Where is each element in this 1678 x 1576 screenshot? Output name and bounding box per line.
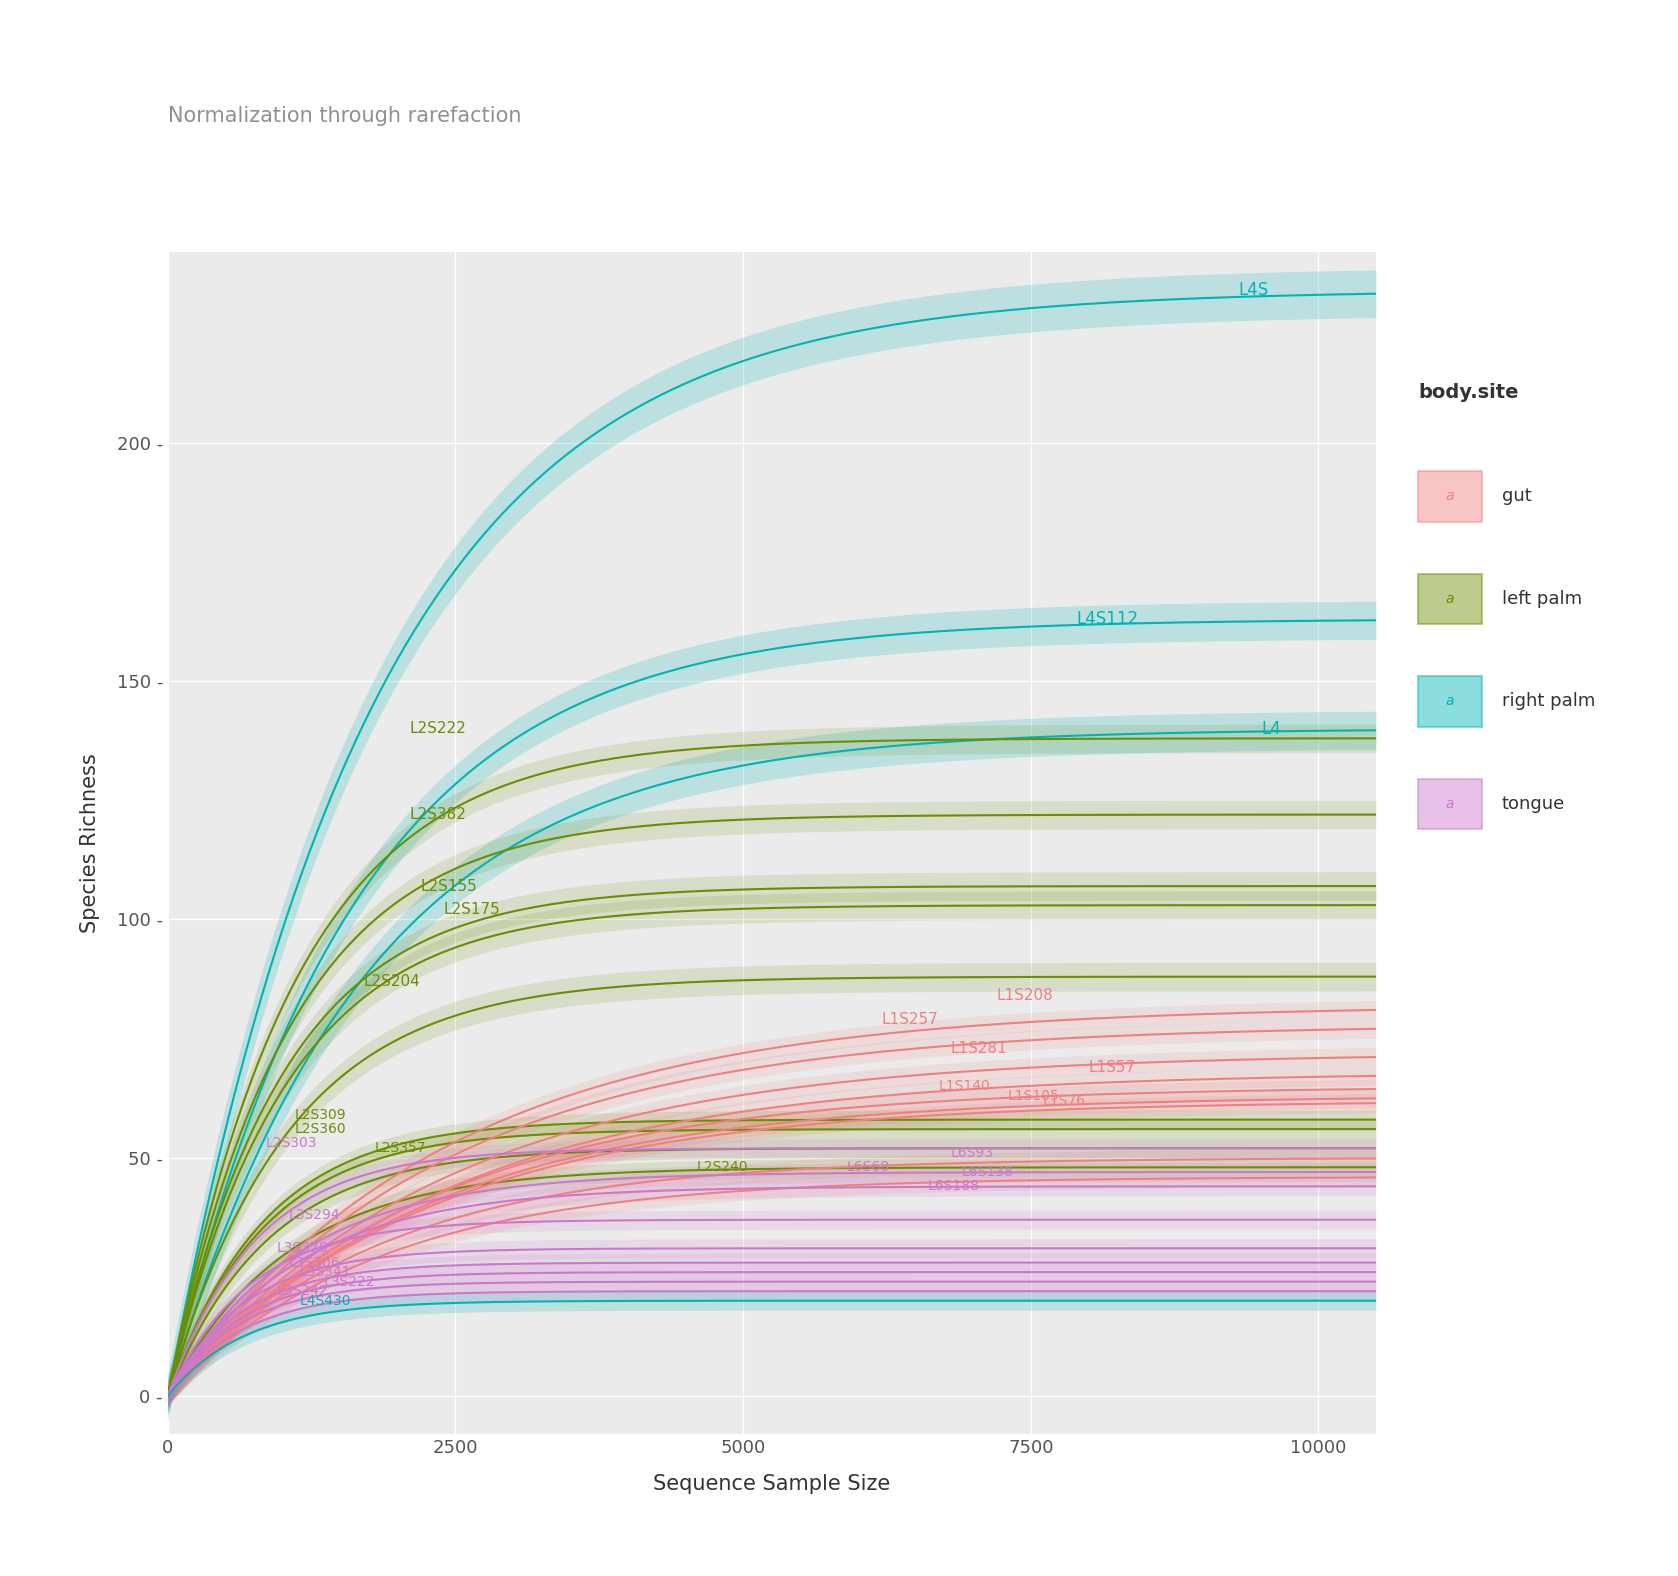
Text: L1S281: L1S281 xyxy=(950,1040,1007,1056)
Text: a: a xyxy=(1445,695,1455,708)
Text: left palm: left palm xyxy=(1502,589,1582,608)
Text: L2S240: L2S240 xyxy=(696,1160,748,1174)
Text: L3S378: L3S378 xyxy=(277,1242,329,1254)
Text: L1S208: L1S208 xyxy=(997,988,1054,1004)
Text: L4: L4 xyxy=(1260,720,1280,738)
Text: L2S357: L2S357 xyxy=(374,1141,426,1155)
Text: L2S303: L2S303 xyxy=(265,1136,317,1150)
Text: L2S309: L2S309 xyxy=(294,1108,346,1122)
Text: L4S: L4S xyxy=(1238,281,1269,299)
Text: gut: gut xyxy=(1502,487,1532,506)
Y-axis label: Species Richness: Species Richness xyxy=(81,753,101,933)
Text: L1S257: L1S257 xyxy=(881,1012,938,1028)
X-axis label: Sequence Sample Size: Sequence Sample Size xyxy=(653,1474,891,1494)
Text: right palm: right palm xyxy=(1502,692,1596,711)
Text: L3S341: L3S341 xyxy=(300,1266,352,1280)
Text: L6S188: L6S188 xyxy=(928,1179,980,1193)
Text: L2S204: L2S204 xyxy=(364,974,420,988)
Text: L2S222: L2S222 xyxy=(409,722,466,736)
Text: L3S294: L3S294 xyxy=(289,1207,341,1221)
Text: L6S138: L6S138 xyxy=(961,1165,1014,1179)
Text: tongue: tongue xyxy=(1502,794,1566,813)
Text: L3S242: L3S242 xyxy=(277,1284,329,1299)
Text: L2S360: L2S360 xyxy=(294,1122,346,1136)
Text: body.site: body.site xyxy=(1418,383,1519,402)
Text: L6S68: L6S68 xyxy=(847,1160,889,1174)
Text: a: a xyxy=(1445,797,1455,810)
Text: L3S306: L3S306 xyxy=(289,1256,341,1270)
Text: Normalization through rarefaction: Normalization through rarefaction xyxy=(168,106,522,126)
Text: L2S155: L2S155 xyxy=(421,878,478,894)
Text: L1S57: L1S57 xyxy=(1089,1059,1136,1075)
Text: L1S105: L1S105 xyxy=(1008,1089,1059,1103)
Text: a: a xyxy=(1445,593,1455,605)
Text: L2S382: L2S382 xyxy=(409,807,466,823)
Text: L1S76: L1S76 xyxy=(1042,1094,1086,1108)
Text: L4S112: L4S112 xyxy=(1077,610,1139,629)
Text: L6S93: L6S93 xyxy=(950,1146,993,1160)
Text: L3S222: L3S222 xyxy=(324,1275,374,1289)
Text: L1S140: L1S140 xyxy=(938,1080,990,1094)
Text: L2S175: L2S175 xyxy=(445,903,500,917)
Text: a: a xyxy=(1445,490,1455,503)
Text: L4S430: L4S430 xyxy=(300,1294,352,1308)
